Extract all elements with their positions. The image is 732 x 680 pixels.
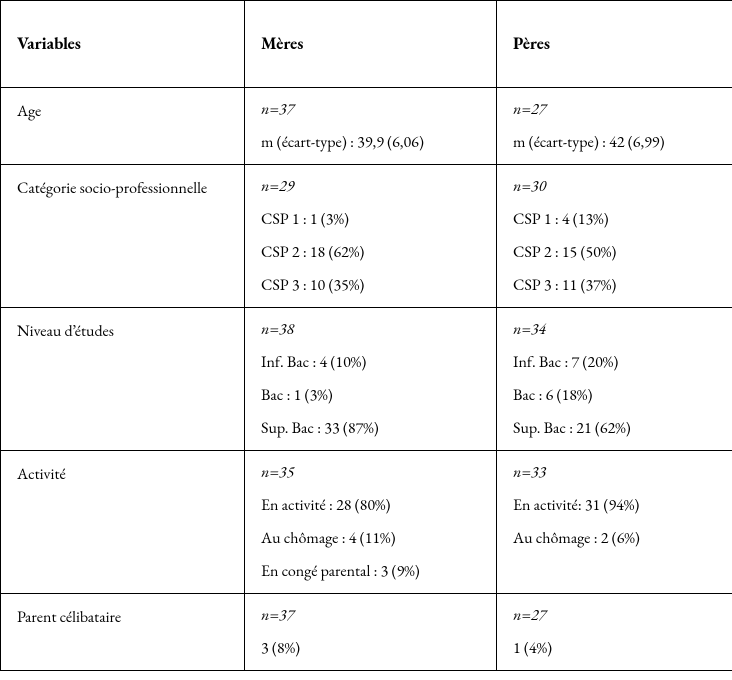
variable-label: Parent célibataire — [1, 594, 245, 671]
n-value: n=29 — [261, 175, 484, 196]
header-row: Variables Mères Pères — [1, 1, 732, 88]
cell-meres: n=37 m (écart-type) : 39,9 (6,06) — [245, 88, 497, 165]
data-line: En activité : 28 (80%) — [261, 494, 484, 515]
data-line: 1 (4%) — [513, 637, 720, 658]
data-line: Inf. Bac : 4 (10%) — [261, 351, 484, 372]
n-value: n=34 — [513, 318, 720, 339]
data-line: Au chômage : 4 (11%) — [261, 527, 484, 548]
row-age: Age n=37 m (écart-type) : 39,9 (6,06) n=… — [1, 88, 732, 165]
data-line: m (écart-type) : 42 (6,99) — [513, 131, 720, 152]
data-line: Bac : 1 (3%) — [261, 384, 484, 405]
cell-peres: n=27 1 (4%) — [497, 594, 732, 671]
cell-meres: n=29 CSP 1 : 1 (3%) CSP 2 : 18 (62%) CSP… — [245, 165, 497, 308]
n-value: n=35 — [261, 461, 484, 482]
row-education: Niveau d’études n=38 Inf. Bac : 4 (10%) … — [1, 308, 732, 451]
cell-peres: n=30 CSP 1 : 4 (13%) CSP 2 : 15 (50%) CS… — [497, 165, 732, 308]
demographics-table: Variables Mères Pères Age n=37 m (écart-… — [0, 0, 732, 671]
data-line: Bac : 6 (18%) — [513, 384, 720, 405]
n-value: n=27 — [513, 604, 720, 625]
row-csp: Catégorie socio-professionnelle n=29 CSP… — [1, 165, 732, 308]
row-activity: Activité n=35 En activité : 28 (80%) Au … — [1, 451, 732, 594]
n-value: n=37 — [261, 98, 484, 119]
data-line: CSP 1 : 1 (3%) — [261, 208, 484, 229]
n-value: n=27 — [513, 98, 720, 119]
data-line: En activité: 31 (94%) — [513, 494, 720, 515]
data-line: CSP 1 : 4 (13%) — [513, 208, 720, 229]
col-header-peres: Pères — [497, 1, 732, 88]
variable-label: Activité — [1, 451, 245, 594]
data-line: Sup. Bac : 21 (62%) — [513, 417, 720, 438]
cell-peres: n=34 Inf. Bac : 7 (20%) Bac : 6 (18%) Su… — [497, 308, 732, 451]
cell-meres: n=35 En activité : 28 (80%) Au chômage :… — [245, 451, 497, 594]
n-value: n=33 — [513, 461, 720, 482]
data-line: m (écart-type) : 39,9 (6,06) — [261, 131, 484, 152]
cell-meres: n=37 3 (8%) — [245, 594, 497, 671]
n-value: n=38 — [261, 318, 484, 339]
n-value: n=30 — [513, 175, 720, 196]
cell-peres: n=27 m (écart-type) : 42 (6,99) — [497, 88, 732, 165]
col-header-variables: Variables — [1, 1, 245, 88]
variable-label: Catégorie socio-professionnelle — [1, 165, 245, 308]
cell-peres: n=33 En activité: 31 (94%) Au chômage : … — [497, 451, 732, 594]
data-line: CSP 3 : 10 (35%) — [261, 274, 484, 295]
cell-meres: n=38 Inf. Bac : 4 (10%) Bac : 1 (3%) Sup… — [245, 308, 497, 451]
variable-label: Age — [1, 88, 245, 165]
data-line: CSP 2 : 15 (50%) — [513, 241, 720, 262]
data-line: Inf. Bac : 7 (20%) — [513, 351, 720, 372]
data-line: En congé parental : 3 (9%) — [261, 560, 484, 581]
data-line: Au chômage : 2 (6%) — [513, 527, 720, 548]
col-header-meres: Mères — [245, 1, 497, 88]
data-line: CSP 2 : 18 (62%) — [261, 241, 484, 262]
row-single-parent: Parent célibataire n=37 3 (8%) n=27 1 (4… — [1, 594, 732, 671]
data-line: CSP 3 : 11 (37%) — [513, 274, 720, 295]
n-value: n=37 — [261, 604, 484, 625]
data-line: 3 (8%) — [261, 637, 484, 658]
variable-label: Niveau d’études — [1, 308, 245, 451]
data-line: Sup. Bac : 33 (87%) — [261, 417, 484, 438]
